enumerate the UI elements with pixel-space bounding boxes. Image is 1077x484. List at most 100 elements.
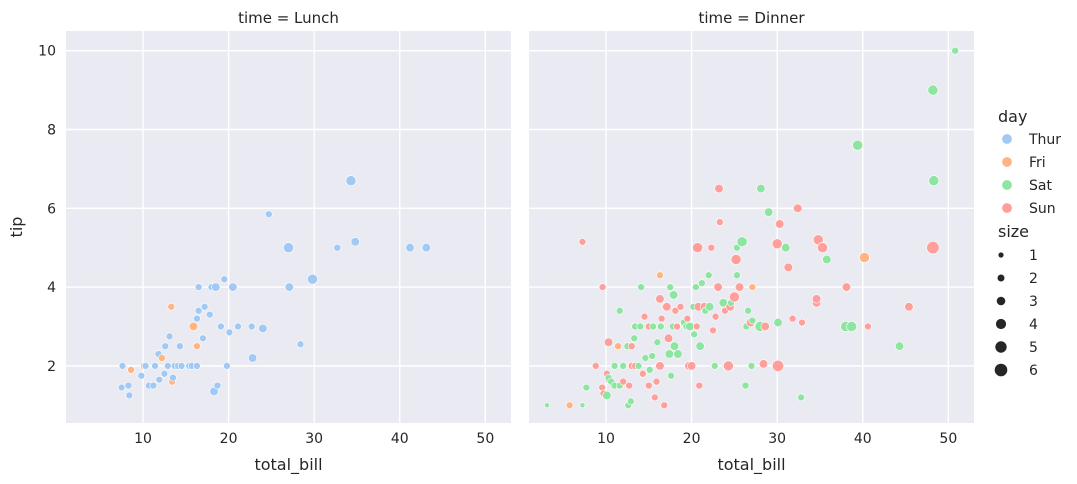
data-point-sun bbox=[692, 242, 703, 254]
legend-label-sat: Sat bbox=[1029, 178, 1052, 194]
x-tick-label: 20 bbox=[683, 431, 701, 447]
data-point-sat bbox=[636, 322, 645, 331]
data-point-sat bbox=[615, 306, 624, 315]
data-point-thur bbox=[283, 242, 294, 254]
data-point-sat bbox=[695, 341, 705, 351]
y-axis-label: tip bbox=[7, 217, 26, 238]
data-point-sun bbox=[771, 238, 783, 250]
data-point-sun bbox=[591, 362, 600, 370]
data-point-fri bbox=[656, 271, 664, 280]
data-point-sat bbox=[630, 334, 639, 343]
data-point-sat bbox=[667, 371, 675, 380]
legend-size-marker bbox=[998, 252, 1004, 258]
data-point-sat bbox=[619, 362, 627, 370]
data-point-fri bbox=[859, 252, 870, 263]
legend-label-sun: Sun bbox=[1029, 201, 1056, 217]
data-point-thur bbox=[350, 237, 360, 247]
data-point-sun bbox=[598, 283, 607, 291]
data-point-sat bbox=[744, 306, 752, 315]
data-point-sat bbox=[797, 393, 805, 402]
legend-size-marker bbox=[995, 318, 1007, 330]
data-point-sun bbox=[758, 359, 769, 369]
legend-size-marker bbox=[995, 341, 1007, 353]
legend-marker-sun bbox=[1001, 202, 1013, 214]
y-tick-label: 4 bbox=[47, 280, 56, 296]
legend-size-marker bbox=[997, 274, 1005, 282]
data-point-sat bbox=[928, 175, 940, 187]
data-point-thur bbox=[161, 342, 170, 350]
data-point-sun bbox=[713, 282, 723, 292]
data-point-sat bbox=[579, 402, 586, 409]
data-point-sat bbox=[927, 84, 939, 96]
data-point-sun bbox=[660, 401, 669, 410]
data-point-thur bbox=[141, 362, 150, 370]
data-point-sun bbox=[657, 314, 666, 323]
data-point-sun bbox=[603, 337, 614, 347]
legend-marker-fri bbox=[1001, 156, 1013, 168]
data-point-thur bbox=[194, 306, 203, 315]
data-point-sun bbox=[788, 314, 797, 323]
data-point-sat bbox=[710, 362, 719, 370]
plot-background bbox=[529, 31, 974, 423]
data-point-sun bbox=[627, 342, 636, 350]
data-point-sun bbox=[578, 237, 587, 246]
x-tick-label: 40 bbox=[391, 431, 409, 447]
data-point-sun bbox=[728, 291, 740, 303]
data-point-sat bbox=[733, 271, 741, 280]
x-axis-label: total_bill bbox=[254, 455, 322, 475]
legend-size-label: 4 bbox=[1029, 317, 1038, 333]
legend-size-label: 5 bbox=[1029, 340, 1038, 356]
data-point-sun bbox=[864, 322, 872, 331]
data-points bbox=[117, 175, 431, 400]
data-point-sat bbox=[666, 283, 675, 291]
x-tick-label: 20 bbox=[220, 431, 238, 447]
data-point-fri bbox=[158, 354, 166, 362]
legend-size-marker bbox=[994, 363, 1008, 377]
data-point-thur bbox=[333, 243, 342, 252]
legend-size-entries: 1 2 3 4 5 6 bbox=[994, 248, 1038, 379]
data-point-sun bbox=[772, 359, 785, 372]
data-point-sat bbox=[673, 349, 683, 359]
data-point-thur bbox=[194, 283, 203, 291]
data-point-sun bbox=[775, 219, 785, 229]
data-point-sat bbox=[664, 349, 674, 359]
data-point-sat bbox=[610, 362, 619, 370]
data-point-sun bbox=[926, 241, 940, 255]
x-tick-labels: 10 20 30 40 50 bbox=[134, 431, 494, 447]
data-point-sat bbox=[748, 316, 757, 325]
data-point-thur bbox=[118, 362, 127, 370]
y-tick-label: 6 bbox=[47, 201, 56, 217]
data-point-sat bbox=[852, 139, 864, 151]
data-point-sat bbox=[781, 243, 791, 253]
legend-size-marker bbox=[996, 296, 1006, 306]
x-tick-label: 50 bbox=[476, 431, 494, 447]
data-point-thur bbox=[225, 328, 234, 337]
data-point-sat bbox=[692, 283, 700, 291]
data-point-sun bbox=[652, 377, 661, 386]
data-point-thur bbox=[149, 381, 158, 390]
data-point-sun bbox=[711, 312, 720, 321]
data-point-sat bbox=[645, 366, 654, 374]
facet-title: time = Lunch bbox=[238, 9, 339, 27]
data-point-sat bbox=[685, 321, 695, 332]
data-point-sun bbox=[841, 282, 852, 292]
data-point-sat bbox=[822, 254, 832, 265]
data-point-sat bbox=[669, 341, 680, 351]
data-point-sun bbox=[662, 302, 672, 312]
x-tick-label: 10 bbox=[597, 431, 615, 447]
data-point-sun bbox=[798, 318, 806, 327]
data-point-sat bbox=[602, 390, 612, 401]
legend-hue-title: day bbox=[998, 107, 1027, 126]
data-point-sun bbox=[817, 242, 828, 254]
data-point-sat bbox=[656, 322, 665, 331]
data-point-sat bbox=[544, 402, 550, 409]
data-point-sun bbox=[676, 302, 685, 311]
data-point-sun bbox=[625, 381, 633, 390]
data-point-sat bbox=[747, 362, 756, 370]
data-point-thur bbox=[176, 342, 184, 350]
data-point-sun bbox=[783, 262, 793, 272]
data-point-sat bbox=[582, 383, 591, 392]
legend-label-fri: Fri bbox=[1029, 155, 1046, 171]
data-point-sun bbox=[714, 183, 724, 194]
